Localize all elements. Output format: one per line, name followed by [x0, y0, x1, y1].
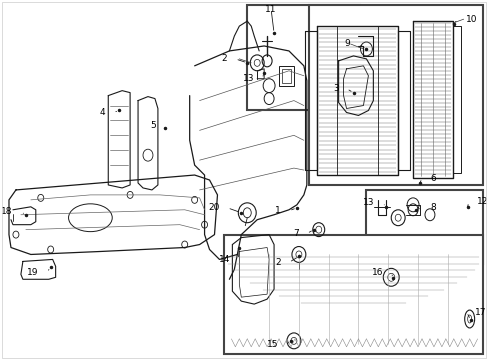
Text: 1: 1: [275, 206, 281, 215]
Text: 16: 16: [371, 268, 383, 277]
Bar: [279, 66, 293, 86]
Text: 18: 18: [1, 207, 13, 216]
Text: 14: 14: [219, 255, 230, 264]
Text: 10: 10: [465, 15, 476, 24]
Bar: [247, 5, 360, 111]
Text: 7: 7: [292, 229, 298, 238]
Text: 15: 15: [266, 340, 278, 349]
Text: 5: 5: [150, 121, 156, 130]
Text: 9: 9: [344, 40, 350, 49]
Text: 8: 8: [429, 203, 435, 212]
Text: 13: 13: [242, 74, 254, 83]
Bar: [452, 26, 460, 173]
Bar: [366, 190, 482, 264]
Bar: [282, 69, 290, 83]
Text: 6: 6: [429, 174, 435, 183]
Text: 19: 19: [27, 268, 39, 277]
Text: 3: 3: [332, 84, 338, 93]
Text: 12: 12: [476, 197, 487, 206]
Text: 2: 2: [275, 258, 281, 267]
Bar: [224, 235, 482, 354]
Text: 11: 11: [265, 5, 276, 14]
Text: 4: 4: [100, 108, 105, 117]
Text: 17: 17: [474, 307, 485, 316]
Text: 2: 2: [222, 54, 227, 63]
Text: 13: 13: [362, 198, 374, 207]
Bar: [308, 5, 482, 185]
Text: 20: 20: [208, 203, 219, 212]
